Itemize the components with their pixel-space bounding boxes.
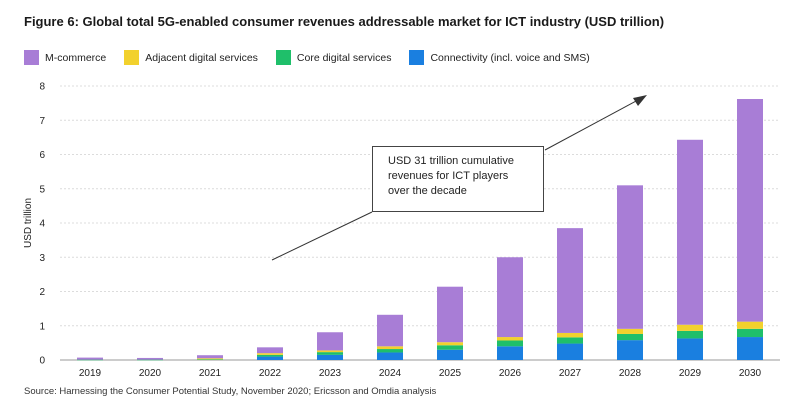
bar-segment — [437, 342, 463, 346]
bar-segment — [437, 286, 463, 343]
legend-label-adjacent: Adjacent digital services — [145, 51, 258, 64]
legend-swatch-connectivity — [409, 50, 425, 65]
bar-segment — [737, 337, 763, 360]
bar-segment — [677, 338, 703, 360]
bar-segment — [617, 333, 643, 341]
bar-segment — [677, 324, 703, 331]
bar-segment — [497, 346, 523, 360]
bar-segment — [317, 350, 343, 353]
bar-segment — [257, 356, 283, 360]
bar-segment — [77, 359, 103, 361]
x-tick-label: 2025 — [439, 368, 462, 379]
legend-swatch-adjacent — [124, 50, 140, 65]
bar-segment — [257, 353, 283, 355]
bar-segment — [197, 359, 223, 360]
annotation-arrow-line — [544, 99, 639, 151]
bar-segment — [437, 345, 463, 350]
bar-segment — [377, 346, 403, 350]
x-tick-label: 2024 — [379, 368, 402, 379]
legend-swatch-m-commerce — [24, 50, 39, 65]
bar-segment — [197, 358, 223, 360]
y-tick-label: 6 — [39, 150, 45, 161]
bar-segment — [617, 185, 643, 329]
chart-title: Figure 6: Global total 5G-enabled consum… — [24, 14, 665, 29]
x-tick-label: 2023 — [319, 368, 342, 379]
y-tick-label: 2 — [39, 287, 45, 298]
annotation-arrowhead — [633, 95, 647, 106]
bar-segment — [737, 328, 763, 338]
annotation-leader-line — [271, 211, 373, 261]
bar-segment — [317, 352, 343, 355]
y-axis-label: USD trillion — [23, 198, 34, 248]
x-tick-label: 2026 — [499, 368, 522, 379]
x-tick-label: 2019 — [79, 368, 102, 379]
bar-segment — [557, 228, 583, 333]
source-note: Source: Harnessing the Consumer Potentia… — [24, 386, 437, 397]
bar-segment — [257, 347, 283, 354]
bar-segment — [137, 359, 163, 361]
bar-segment — [557, 332, 583, 338]
bar-segment — [497, 340, 523, 347]
bar-segment — [317, 354, 343, 360]
bar-segment — [437, 349, 463, 360]
bar-segment — [557, 343, 583, 360]
y-tick-label: 5 — [39, 184, 45, 195]
bar-segment — [497, 257, 523, 338]
chart-legend: M-commerce Adjacent digital services Cor… — [24, 50, 608, 65]
x-tick-label: 2027 — [559, 368, 582, 379]
legend-item-connectivity: Connectivity (incl. voice and SMS) — [409, 50, 590, 65]
bar-segment — [377, 349, 403, 353]
bar-segment — [137, 357, 163, 360]
y-tick-label: 1 — [39, 321, 45, 332]
annotation-box: USD 31 trillion cumulative revenues for … — [372, 146, 544, 212]
x-tick-label: 2021 — [199, 368, 222, 379]
bar-segment — [677, 139, 703, 325]
bar-segment — [77, 357, 103, 360]
bar-segment — [197, 355, 223, 359]
bar-segment — [557, 337, 583, 344]
y-tick-label: 3 — [39, 253, 45, 264]
x-tick-label: 2030 — [739, 368, 762, 379]
legend-item-adjacent: Adjacent digital services — [124, 50, 258, 65]
x-tick-label: 2028 — [619, 368, 642, 379]
bar-segment — [377, 352, 403, 360]
legend-label-core: Core digital services — [296, 51, 392, 64]
legend-item-core: Core digital services — [275, 50, 392, 65]
bar-segment — [677, 330, 703, 339]
x-tick-label: 2022 — [259, 368, 282, 379]
bar-segment — [257, 354, 283, 357]
y-tick-label: 0 — [39, 356, 45, 367]
bar-segment — [377, 314, 403, 347]
x-tick-label: 2020 — [139, 368, 162, 379]
legend-swatch-core — [275, 50, 291, 65]
bar-segment — [617, 328, 643, 334]
bar-segment — [617, 340, 643, 360]
y-tick-label: 4 — [39, 219, 45, 230]
y-tick-label: 7 — [39, 116, 45, 127]
bar-segment — [737, 99, 763, 322]
x-tick-label: 2029 — [679, 368, 702, 379]
bar-segment — [737, 321, 763, 329]
legend-label-connectivity: Connectivity (incl. voice and SMS) — [430, 51, 590, 64]
legend-item-m-commerce: M-commerce — [24, 50, 106, 65]
legend-label-m-commerce: M-commerce — [45, 51, 107, 64]
bar-segment — [497, 337, 523, 341]
y-tick-label: 8 — [39, 82, 45, 93]
bar-segment — [317, 332, 343, 351]
